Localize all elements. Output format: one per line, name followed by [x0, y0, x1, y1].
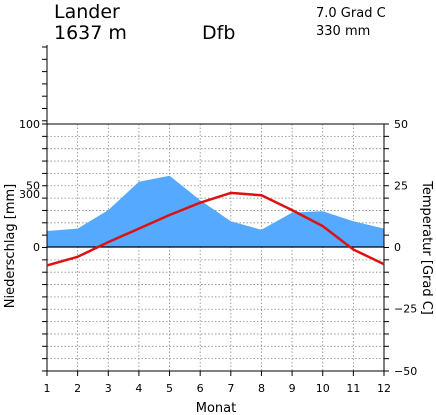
- annual-precipitation: 330 mm: [316, 24, 370, 39]
- left-axis-label: Niederschlag [mm]: [3, 184, 18, 309]
- x-tick-label: 11: [346, 382, 360, 395]
- right-tick-label: 25: [394, 180, 408, 193]
- x-tick-label: 2: [74, 382, 81, 395]
- left-tick-label: 0: [33, 241, 40, 254]
- x-tick-label: 1: [44, 382, 51, 395]
- mean-temperature: 7.0 Grad C: [316, 6, 386, 21]
- x-tick-label: 8: [258, 382, 265, 395]
- x-tick-label: 5: [166, 382, 173, 395]
- x-tick-label: 7: [227, 382, 234, 395]
- x-axis-label: Monat: [196, 401, 236, 415]
- climate-class: Dfb: [202, 22, 235, 44]
- x-tick-label: 10: [316, 382, 330, 395]
- station-name: Lander: [54, 1, 120, 23]
- x-tick-label: 6: [197, 382, 204, 395]
- x-tick-label: 12: [377, 382, 391, 395]
- right-tick-label: 50: [394, 118, 408, 131]
- right-tick-label: −25: [394, 303, 417, 316]
- right-tick-label: −50: [394, 365, 417, 378]
- x-tick-label: 9: [289, 382, 296, 395]
- precipitation-area: [47, 175, 384, 247]
- right-axis-label: Temperatur [Grad C]: [419, 180, 434, 315]
- left-tick-label: 50: [26, 180, 40, 193]
- temperature-line: [46, 191, 385, 267]
- right-tick-label: 0: [394, 241, 401, 254]
- left-tick-label: 100: [19, 118, 40, 131]
- station-elevation: 1637 m: [54, 22, 127, 44]
- x-tick-label: 4: [135, 382, 142, 395]
- axes: [42, 45, 389, 376]
- x-tick-label: 3: [105, 382, 112, 395]
- left-tick-label: 300: [19, 188, 40, 201]
